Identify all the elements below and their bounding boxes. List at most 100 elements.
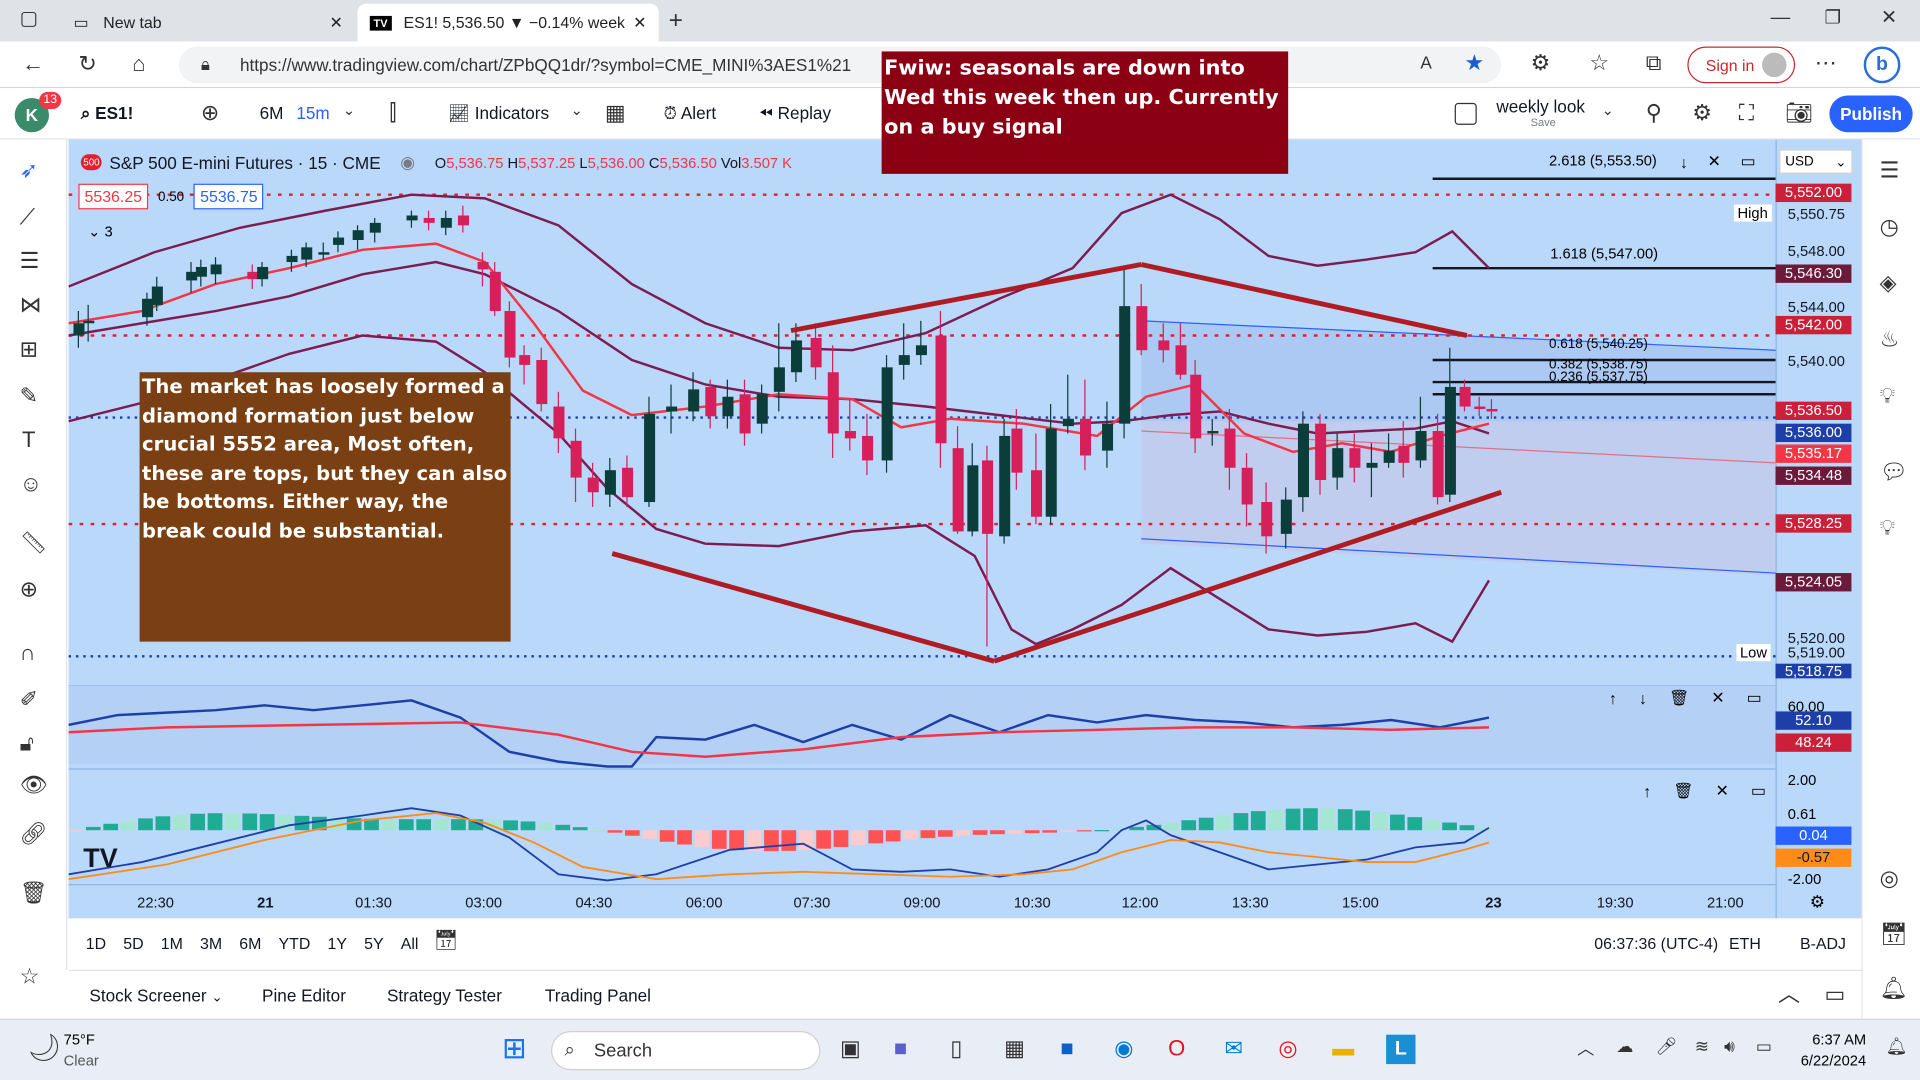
range-button-1m[interactable]: 1M — [160, 934, 183, 953]
zoom-in-icon[interactable]: ⊕ — [19, 576, 39, 602]
trash-icon[interactable]: 🗑︎ — [1673, 781, 1694, 800]
hotlist-fire-icon[interactable]: ♨ — [1879, 326, 1900, 352]
chart-canvas[interactable] — [68, 140, 1862, 919]
collapse-icon[interactable]: ✕ — [1711, 688, 1725, 707]
watchlist-icon[interactable]: ☰ — [1879, 157, 1900, 183]
range-button-3m[interactable]: 3M — [199, 934, 223, 953]
collapse-icon[interactable]: ✕ — [1715, 781, 1729, 800]
chevron-down-icon[interactable]: ⌄ — [1601, 101, 1614, 119]
link-icon[interactable]: 🔗︎ — [19, 821, 48, 847]
layout-checkbox[interactable] — [1454, 102, 1477, 125]
replay-button[interactable]: ⏪︎ Replay — [759, 102, 832, 123]
taskbar-date[interactable]: 6/22/2024 — [1800, 1051, 1867, 1069]
trash-icon[interactable]: 🗑︎ — [1668, 688, 1690, 707]
expand-panel-icon[interactable]: ︿ — [1777, 982, 1801, 1007]
tray-cloud-icon[interactable]: ☁ — [1616, 1035, 1634, 1056]
chevron-down-icon[interactable]: ⌄ — [570, 101, 583, 119]
chevron-down-icon[interactable]: ⌄ — [342, 101, 356, 119]
extensions-icon[interactable]: ⚙ — [1530, 50, 1551, 75]
pattern-icon[interactable]: ⋈ — [19, 292, 42, 318]
panel-pine-editor[interactable]: Pine Editor — [262, 985, 346, 1006]
arrow-down-icon[interactable]: ↓ — [1638, 688, 1647, 708]
mail-icon[interactable]: ✉ — [1224, 1035, 1243, 1061]
time-axis[interactable] — [68, 884, 1776, 919]
tab-tradingview[interactable]: TV ES1! 5,536.50 ▼ −0.14% weekly l ✕ — [357, 3, 659, 42]
range-button-5y[interactable]: 5Y — [364, 934, 384, 953]
seasonal-note[interactable]: Fwiw: seasonals are down into Wed this w… — [881, 51, 1289, 174]
panel-stock-screener[interactable]: Stock Screener ⌄ — [89, 986, 222, 1006]
favorite-star-icon[interactable]: ★ — [1464, 50, 1485, 75]
layers-icon[interactable]: ◈ — [1879, 270, 1897, 296]
file-icon[interactable]: ▯ — [950, 1035, 963, 1061]
battery-icon[interactable]: ▭ — [1755, 1035, 1773, 1056]
calendar-icon[interactable]: 📅︎ — [1879, 922, 1908, 947]
chart-pane[interactable]: 500 S&P 500 E-mini Futures · 15 · CME ◉ … — [68, 51, 1862, 919]
date-range-calendar-icon[interactable]: 📅︎ — [433, 930, 459, 952]
notification-bell-icon[interactable]: 🔔︎ — [1879, 975, 1908, 1001]
maximize-pane-icon[interactable]: ▭ — [1746, 688, 1762, 707]
url-field[interactable]: 🔒︎ https://www.tradingview.com/chart/ZPb… — [178, 46, 1502, 84]
app-l-icon[interactable]: L — [1386, 1034, 1416, 1065]
stay-drawing-icon[interactable]: ✐ — [19, 686, 39, 712]
sell-button[interactable]: 5536.25 — [78, 183, 149, 210]
alerts-clock-icon[interactable]: ◷ — [1879, 214, 1899, 239]
alert-button[interactable]: ⏰︎ Alert — [663, 102, 717, 123]
maximize-pane-icon[interactable]: ▭ — [1750, 781, 1766, 800]
tradingview-logo[interactable]: TV — [83, 842, 118, 874]
calculator-icon[interactable]: ▦ — [1004, 1035, 1025, 1061]
volume-icon[interactable]: 🔊︎ — [1724, 1035, 1735, 1056]
weather-moon-icon[interactable]: 🌙︎ — [26, 1032, 62, 1063]
currency-select[interactable]: USD ⌄ — [1779, 149, 1853, 174]
indicators-button[interactable]: 📈︎ Indicators — [448, 102, 550, 123]
minimize-icon[interactable]: — — [1770, 7, 1791, 29]
symbol-search[interactable]: ⌕ ES1! — [80, 102, 134, 123]
emoji-icon[interactable]: ☺ — [19, 471, 43, 496]
arrow-up-icon[interactable]: ↑ — [1608, 688, 1617, 708]
hide-icon[interactable]: ✕ — [1707, 151, 1721, 171]
tab-new[interactable]: ▭ New tab ✕ — [61, 4, 355, 42]
hide-drawings-icon[interactable]: 👁︎ — [19, 772, 48, 798]
clock-readout[interactable]: 06:37:36 (UTC-4) — [1594, 934, 1719, 953]
text-icon[interactable]: T — [22, 427, 36, 452]
taskbar-time[interactable]: 6:37 AM — [1812, 1031, 1867, 1049]
fullscreen-icon[interactable]: ⛶ — [1738, 100, 1755, 125]
read-aloud-icon[interactable]: A — [1420, 52, 1432, 73]
refresh-icon[interactable]: ↻ — [78, 51, 97, 76]
opera-gx-icon[interactable]: ◎ — [1278, 1035, 1298, 1061]
range-6m-button[interactable]: 6M — [259, 102, 284, 123]
taskbar-search[interactable]: ⌕ Search — [551, 1031, 821, 1071]
favorites-star-icon[interactable]: ☆ — [19, 963, 40, 989]
panel-strategy-tester[interactable]: Strategy Tester — [386, 985, 502, 1006]
sign-in-button[interactable]: Sign in — [1687, 46, 1796, 84]
target-icon[interactable]: ◎ — [1879, 865, 1899, 891]
back-arrow-icon[interactable]: ← — [22, 51, 45, 76]
camera-icon[interactable]: 📷︎ — [1785, 100, 1814, 125]
maximize-icon[interactable]: ❐ — [1824, 7, 1841, 29]
range-button-6m[interactable]: 6M — [239, 934, 262, 953]
weather-temp[interactable]: 75°F — [63, 1031, 95, 1049]
layout-name[interactable]: weekly look — [1496, 96, 1585, 117]
tray-chevron-icon[interactable]: ︿ — [1577, 1038, 1595, 1058]
app-icon[interactable]: ◉ — [1114, 1035, 1134, 1061]
mic-icon[interactable]: 🎤︎ — [1655, 1035, 1678, 1056]
user-avatar[interactable]: K — [14, 97, 49, 133]
trash-icon[interactable]: 🗑︎ — [19, 880, 48, 905]
compare-plus-icon[interactable]: ⊕ — [200, 100, 220, 125]
session-toggle[interactable]: ETH — [1728, 934, 1761, 953]
store-icon[interactable]: ■ — [1060, 1035, 1074, 1061]
cursor-icon[interactable]: ➶ — [19, 157, 39, 183]
folder-icon[interactable]: ▬ — [1332, 1035, 1355, 1061]
home-icon[interactable]: ⌂ — [132, 51, 146, 76]
window-close-icon[interactable]: ✕ — [1880, 7, 1898, 29]
diamond-note[interactable]: The market has loosely formed a diamond … — [139, 372, 511, 642]
brush-icon[interactable]: ✎ — [19, 383, 39, 408]
symbol-title[interactable]: S&P 500 E-mini Futures · 15 · CME — [109, 152, 381, 173]
opera-icon[interactable]: O — [1168, 1035, 1186, 1061]
templates-grid-icon[interactable]: ▦ — [604, 100, 626, 125]
settings-gear-icon[interactable]: ⚙ — [1692, 100, 1713, 125]
range-button-ytd[interactable]: YTD — [278, 934, 311, 953]
notifications-icon[interactable]: 🔔︎ — [1885, 1035, 1908, 1056]
tab-actions-icon[interactable]: ▢ — [19, 8, 39, 30]
collections-icon[interactable]: ⧉ — [1645, 50, 1662, 75]
collapse-toggle-icon[interactable]: ◉ — [400, 151, 416, 172]
